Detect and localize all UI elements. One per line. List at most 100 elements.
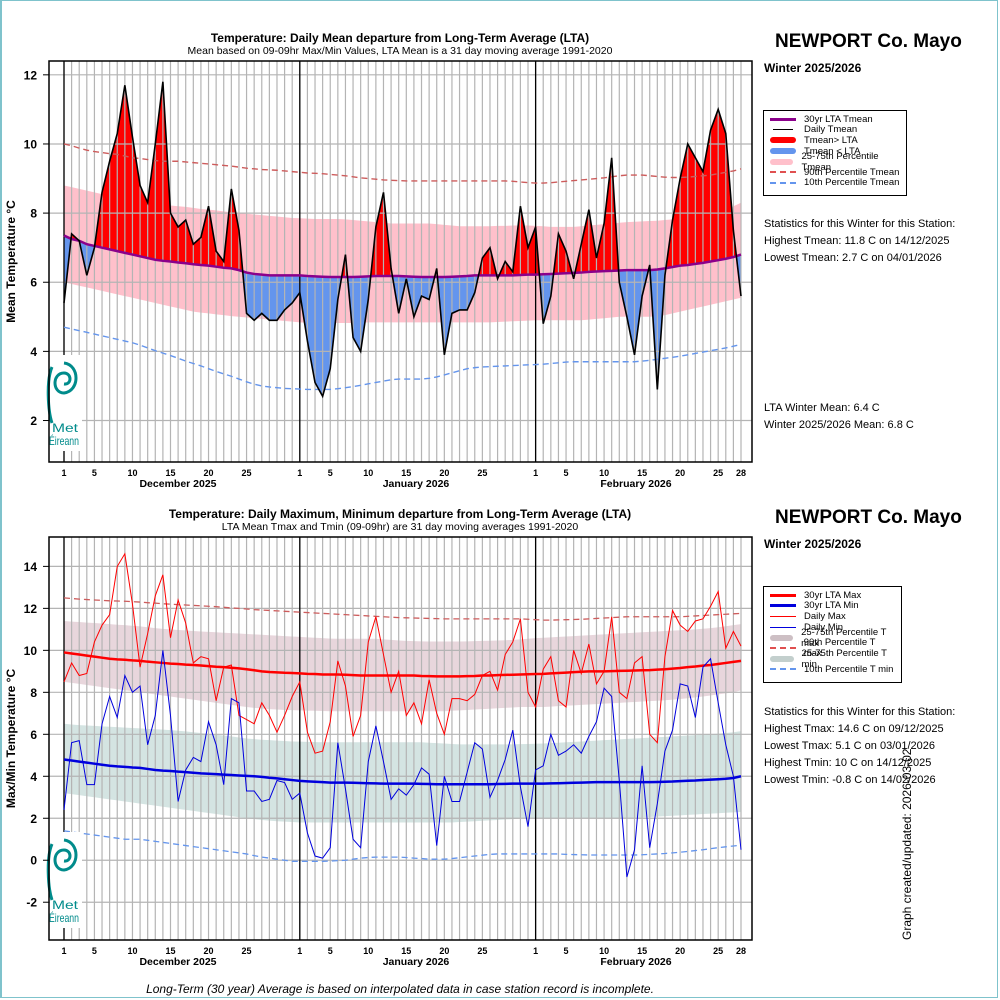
x-tick-label: 20 — [439, 468, 449, 478]
x-tick-label: 28 — [736, 946, 746, 956]
line-lta-max — [63, 651, 742, 678]
legend-swatch — [770, 668, 796, 671]
lta-winter-mean: LTA Winter Mean: 6.4 C — [764, 402, 880, 414]
x-tick-label: 1 — [61, 468, 66, 478]
grid — [49, 537, 752, 940]
x-tick-label: 20 — [439, 946, 449, 956]
stats-mean: Statistics for this Winter for this Stat… — [764, 216, 955, 267]
x-tick-label: 5 — [92, 468, 97, 478]
line-daily-min — [63, 650, 742, 878]
x-tick-label: 20 — [204, 468, 214, 478]
legend-swatch — [770, 655, 794, 662]
legend-item: 30yr LTA Max — [770, 590, 895, 601]
logo-background — [50, 832, 82, 928]
legend-swatch — [770, 137, 796, 144]
x-tick-label: 1 — [533, 468, 538, 478]
x-tick-label: 10 — [363, 946, 373, 956]
legend-label: Daily Max — [804, 610, 846, 622]
x-tick-label: 10 — [599, 946, 609, 956]
legend-label: 25-75th Percentile Tmean — [801, 150, 879, 173]
x-tick-label: 20 — [675, 946, 685, 956]
x-tick-label: 5 — [92, 946, 97, 956]
legend-item: 25-75th Percentile T max — [770, 627, 895, 649]
stats-highest-tmax: Highest Tmax: 14.6 C on 09/12/2025 — [764, 723, 944, 735]
season-winter-mean: Winter 2025/2026 Mean: 6.8 C — [764, 419, 914, 431]
chart-1: Temperature: Daily Mean departure from L… — [4, 31, 753, 490]
y-tick-label: 4 — [30, 345, 37, 359]
x-tick-label: 25 — [713, 468, 723, 478]
line-lta-min — [63, 758, 742, 786]
legend-swatch — [770, 634, 794, 641]
y-tick-label: 4 — [30, 770, 37, 784]
legend-item: 30yr LTA Min — [770, 600, 895, 611]
stats-heading: Statistics for this Winter for this Stat… — [764, 218, 956, 230]
line-daily-max — [63, 552, 742, 754]
legend-label: Tmean> LTA — [804, 134, 858, 146]
legend-swatch — [770, 626, 796, 628]
month-label: December 2025 — [139, 956, 216, 968]
x-tick-label: 25 — [242, 468, 252, 478]
legend-item: Tmean> LTA — [770, 135, 900, 146]
plot-frame — [48, 536, 753, 941]
footnote: Long-Term (30 year) Average is based on … — [146, 982, 654, 996]
legend-label: Tmean < LTA — [804, 145, 861, 157]
legend-item: 25-75th Percentile Tmean — [770, 151, 900, 173]
chart-title: Temperature: Daily Maximum, Minimum depa… — [169, 507, 631, 521]
stats-maxmin: Statistics for this Winter for this Stat… — [764, 704, 955, 789]
x-tick-label: 10 — [363, 468, 373, 478]
y-tick-label: 8 — [30, 207, 37, 221]
y-tick-label: 14 — [24, 560, 38, 574]
logo-spiral-path — [53, 838, 78, 872]
y-tick-label: 2 — [30, 414, 37, 428]
y-tick-label: 10 — [24, 137, 38, 151]
month-label: January 2026 — [383, 956, 450, 968]
legend-swatch — [770, 604, 796, 608]
legend-swatch — [770, 117, 796, 121]
y-tick-label: 6 — [30, 276, 37, 290]
legend-swatch — [770, 148, 796, 155]
legend-item: Daily Tmean — [770, 124, 900, 136]
x-tick-label: 1 — [61, 946, 66, 956]
logo-text-met: Met — [52, 898, 79, 912]
legend-label: Daily Min — [804, 621, 844, 633]
legend-item: Daily Min — [770, 622, 895, 633]
stats-lowest-tmin: Lowest Tmin: -0.8 C on 14/02/2026 — [764, 774, 936, 786]
season-label-2: Winter 2025/2026 — [764, 537, 862, 551]
x-tick-label: 1 — [297, 946, 302, 956]
legend-label: Daily Tmean — [804, 124, 858, 136]
x-tick-label: 15 — [401, 468, 411, 478]
logo-background — [50, 355, 82, 451]
legend-label: 10th Percentile T min — [804, 663, 894, 675]
area-tmean-above-lta — [71, 81, 737, 278]
x-tick-label: 15 — [165, 946, 175, 956]
x-tick-label: 25 — [242, 946, 252, 956]
x-tick-label: 15 — [637, 946, 647, 956]
legend-item: 90th Percentile Tmean — [770, 167, 900, 178]
season-label-1: Winter 2025/2026 — [764, 61, 862, 75]
legend-label: 30yr LTA Max — [804, 589, 862, 601]
legend-swatch — [770, 593, 796, 597]
legend-item: 90th Percentile T max — [770, 637, 895, 659]
x-tick-label: 5 — [328, 946, 333, 956]
stats-highest-tmin: Highest Tmin: 10 C on 14/12/2025 — [764, 757, 932, 769]
legend-item: Tmean < LTA — [770, 146, 900, 157]
x-tick-label: 1 — [533, 946, 538, 956]
stats-lowest-tmean: Lowest Tmean: 2.7 C on 04/01/2026 — [764, 252, 942, 264]
chart-2: Temperature: Daily Maximum, Minimum depa… — [4, 507, 753, 968]
plot-frame — [48, 60, 753, 463]
line-p10-tmean — [63, 326, 742, 391]
y-tick-label: 2 — [30, 812, 37, 826]
chart-title: Temperature: Daily Mean departure from L… — [211, 31, 589, 45]
y-tick-label: 0 — [30, 854, 37, 868]
legend-label: 90th Percentile T max — [803, 637, 876, 660]
x-tick-label: 15 — [637, 468, 647, 478]
line-p10-tmin — [63, 830, 742, 862]
legend-label: 10th Percentile Tmean — [804, 177, 900, 189]
legend-item: 30yr LTA Tmean — [770, 114, 900, 125]
legend-item: 25-75th Percentile T min — [770, 648, 895, 670]
legend-label: 25-75th Percentile T max — [801, 626, 887, 649]
y-tick-label: -2 — [26, 896, 37, 910]
